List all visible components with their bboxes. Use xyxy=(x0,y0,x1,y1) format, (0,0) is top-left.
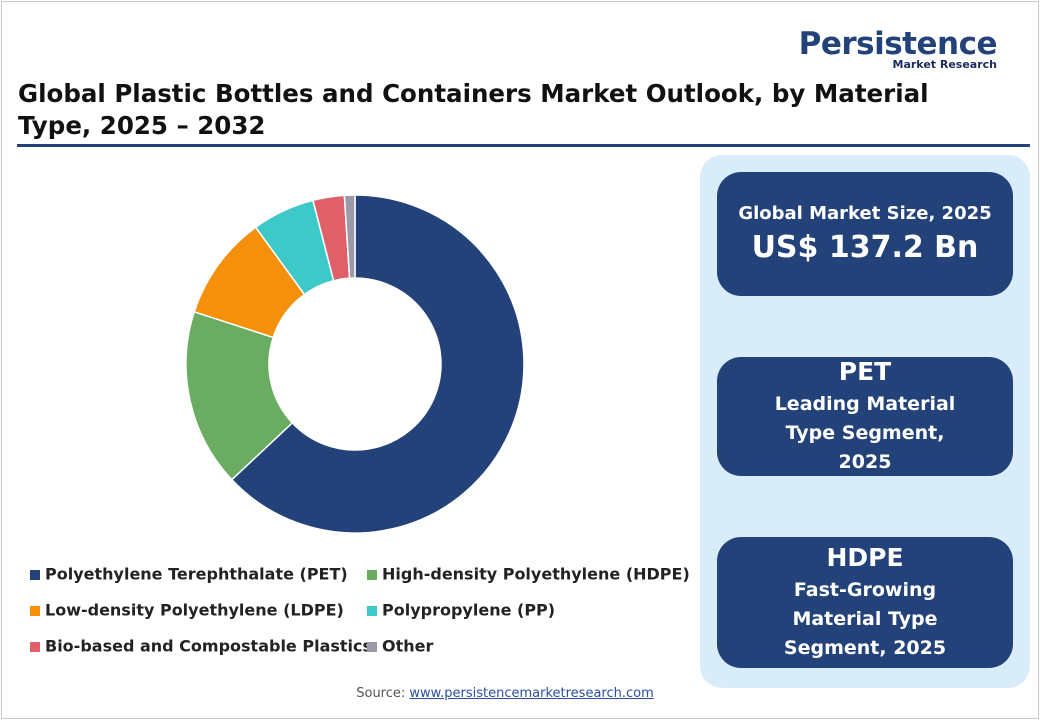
legend-swatch xyxy=(367,642,377,652)
source: Source: www.persistencemarketresearch.co… xyxy=(0,686,1010,701)
legend-swatch xyxy=(30,570,40,580)
title-rule xyxy=(17,144,1030,147)
card: PET Leading Material Type Segment, 2025 xyxy=(717,357,1013,476)
source-label: Source: xyxy=(356,686,406,701)
legend-swatch xyxy=(367,570,377,580)
legend-label: Polypropylene (PP) xyxy=(382,601,555,620)
legend-swatch xyxy=(367,606,377,616)
card-value: Fast-Growing Material Type Segment, 2025 xyxy=(783,578,947,659)
legend-label: Bio-based and Compostable Plastics xyxy=(45,637,372,656)
legend-swatch xyxy=(30,642,40,652)
legend-label: High-density Polyethylene (HDPE) xyxy=(382,565,690,584)
card: HDPE Fast-Growing Material Type Segment,… xyxy=(717,537,1013,668)
legend-label: Polyethylene Terephthalate (PET) xyxy=(45,565,348,584)
chart-title: Global Plastic Bottles and Containers Ma… xyxy=(18,79,929,140)
donut-slice xyxy=(343,194,356,279)
legend-swatch xyxy=(30,606,40,616)
donut-slice xyxy=(230,194,525,534)
source-link[interactable]: www.persistencemarketresearch.com xyxy=(409,686,654,701)
card-heading: PET xyxy=(838,356,892,386)
card-value: Leading Material Type Segment, 2025 xyxy=(774,392,956,473)
logo-tagline: Market Research xyxy=(892,58,998,71)
logo-name: Persistence xyxy=(798,26,998,62)
legend-label: Other xyxy=(382,637,433,656)
card-value: US$ 137.2 Bn xyxy=(751,230,979,265)
donut-slice xyxy=(185,310,294,481)
card: Global Market Size, 2025 US$ 137.2 Bn xyxy=(717,172,1013,296)
card-heading: HDPE xyxy=(826,542,904,572)
card-heading: Global Market Size, 2025 xyxy=(738,203,992,224)
chart: Polyethylene Terephthalate (PET) High-den… xyxy=(30,194,690,656)
legend-label: Low-density Polyethylene (LDPE) xyxy=(45,601,344,620)
